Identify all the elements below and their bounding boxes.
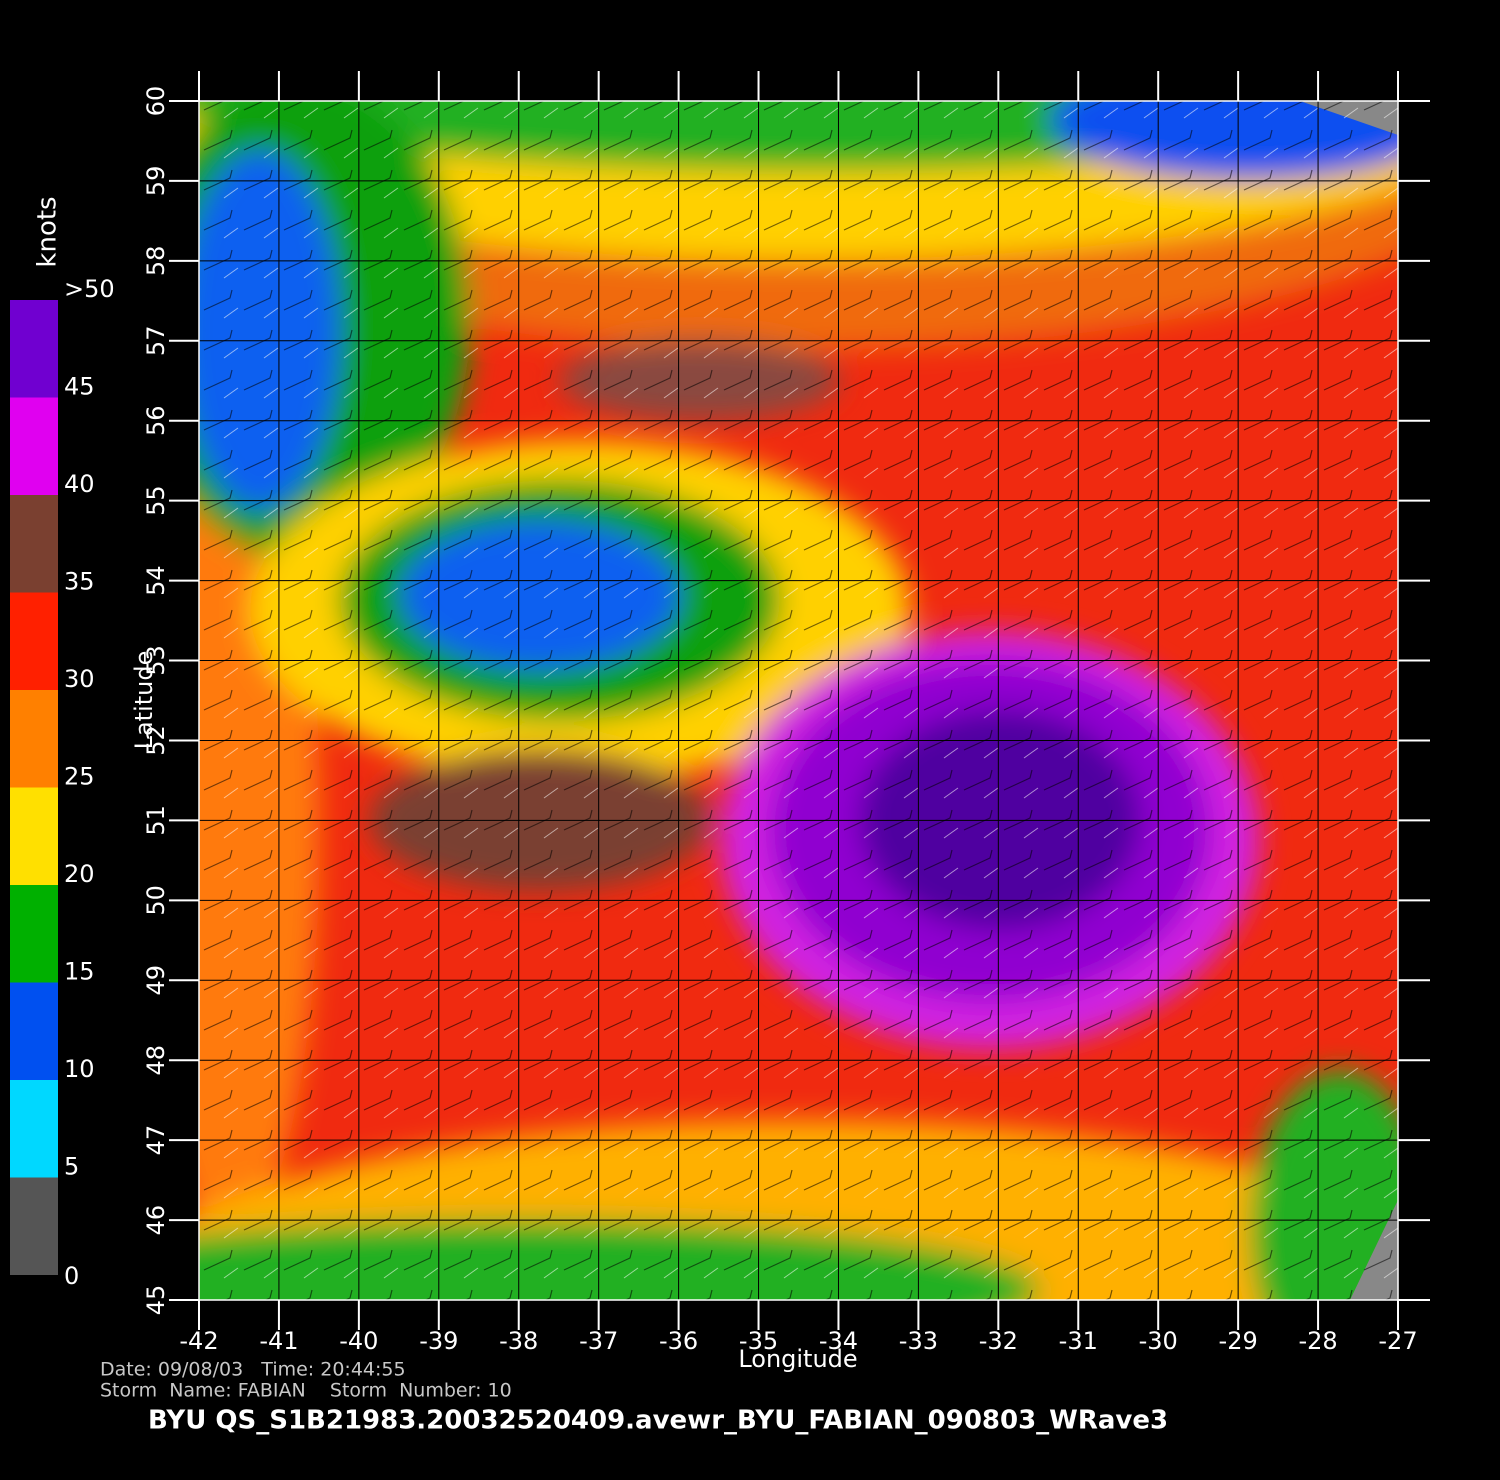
colorbar-segment (10, 300, 58, 398)
y-tick-label: 56 (142, 405, 170, 436)
y-tick-label: 48 (142, 1045, 170, 1076)
x-tick-label: -39 (419, 1327, 458, 1355)
y-tick-label: 50 (142, 885, 170, 916)
x-tick-label: -38 (499, 1327, 538, 1355)
colorbar-segment (10, 495, 58, 593)
colorbar-label: >50 (64, 275, 115, 303)
colorbar-label: 30 (64, 665, 95, 693)
x-tick-label: -29 (1219, 1327, 1258, 1355)
colorbar-label: 35 (64, 568, 95, 596)
colorbar-segment (10, 397, 58, 495)
colorbar-label: 15 (64, 958, 95, 986)
x-tick-label: -41 (259, 1327, 298, 1355)
y-tick-label: 57 (142, 326, 170, 357)
colorbar-label: 10 (64, 1055, 95, 1083)
x-tick-label: -27 (1378, 1327, 1417, 1355)
y-tick-label: 47 (142, 1125, 170, 1156)
y-tick-label: 52 (142, 725, 170, 756)
y-axis-label: Latitude (130, 651, 158, 750)
y-tick-label: 60 (142, 86, 170, 117)
x-tick-label: -35 (739, 1327, 778, 1355)
colorbar-segment (10, 690, 58, 788)
x-tick-label: -42 (179, 1327, 218, 1355)
y-tick-label: 51 (142, 805, 170, 836)
y-tick-label: 55 (142, 485, 170, 516)
colorbar-segment (10, 982, 58, 1080)
y-tick-label: 46 (142, 1205, 170, 1236)
y-tick-label: 58 (142, 246, 170, 277)
colorbar-segment (10, 1177, 58, 1275)
colorbar-label: 45 (64, 373, 95, 401)
y-tick-label: 49 (142, 965, 170, 996)
footer-file: BYU QS_S1B21983.20032520409.avewr_BYU_FA… (148, 1406, 1168, 1436)
x-tick-label: -36 (659, 1327, 698, 1355)
x-tick-label: -32 (979, 1327, 1018, 1355)
x-tick-label: -30 (1139, 1327, 1178, 1355)
footer-date: Date: 09/08/03 Time: 20:44:55 (100, 1359, 406, 1381)
x-axis-label: Longitude (738, 1345, 857, 1373)
colorbar-segment (10, 592, 58, 690)
colorbar-label: 0 (64, 1262, 79, 1290)
y-tick-label: 59 (142, 166, 170, 197)
colorbar-segment (10, 787, 58, 885)
y-tick-label: 45 (142, 1285, 170, 1316)
y-tick-label: 54 (142, 565, 170, 596)
x-tick-label: -31 (1059, 1327, 1098, 1355)
colorbar-label: 5 (64, 1153, 79, 1181)
x-tick-label: -28 (1298, 1327, 1337, 1355)
colorbar-label: 40 (64, 470, 95, 498)
colorbar-segment (10, 1080, 58, 1178)
y-tick-label: 53 (142, 645, 170, 676)
colorbar-label: 25 (64, 763, 95, 791)
colorbar-title: knots (33, 196, 63, 267)
footer-storm: Storm Name: FABIAN Storm Number: 10 (100, 1380, 512, 1402)
colorbar-label: 20 (64, 860, 95, 888)
x-tick-label: -37 (579, 1327, 618, 1355)
colorbar-segment (10, 885, 58, 983)
x-tick-label: -34 (819, 1327, 858, 1355)
plot-frame (198, 100, 1399, 1301)
x-tick-label: -40 (339, 1327, 378, 1355)
x-tick-label: -33 (899, 1327, 938, 1355)
